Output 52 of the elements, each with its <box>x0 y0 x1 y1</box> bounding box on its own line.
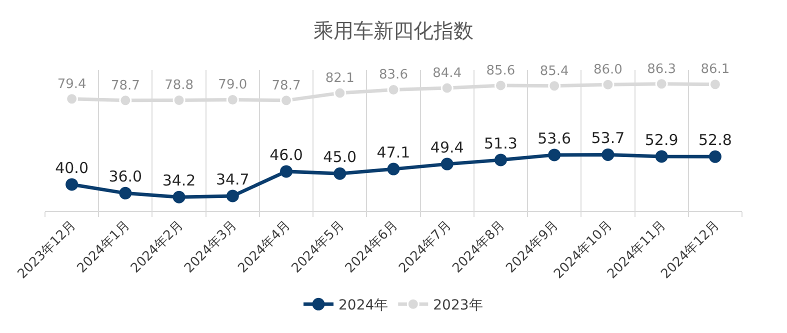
point <box>548 80 561 92</box>
data-label: 78.7 <box>110 78 140 94</box>
data-label: 52.8 <box>698 131 732 150</box>
point <box>440 82 454 94</box>
point <box>119 186 132 200</box>
point <box>708 78 722 91</box>
data-label: 86.0 <box>593 62 622 78</box>
data-label: 79.4 <box>57 76 86 92</box>
data-label: 53.7 <box>591 129 625 148</box>
data-label: 34.7 <box>216 170 250 188</box>
data-label: 85.4 <box>540 64 569 79</box>
point <box>119 94 132 107</box>
point <box>708 150 722 163</box>
data-label: 45.0 <box>323 148 357 166</box>
point <box>280 94 293 107</box>
point <box>172 190 186 204</box>
point <box>494 79 507 92</box>
data-label: 79.0 <box>218 78 248 93</box>
legend-label: 2024年 <box>338 298 388 314</box>
point <box>548 148 561 162</box>
data-label: 84.4 <box>432 66 462 81</box>
data-label: 46.0 <box>270 146 303 164</box>
point <box>440 158 454 170</box>
data-label: 47.1 <box>376 143 410 162</box>
point <box>334 167 346 180</box>
chart-title: 乘用车新四化指数 <box>314 18 474 42</box>
data-label: 82.1 <box>325 70 354 86</box>
data-label: 83.6 <box>379 68 408 83</box>
data-label: 86.1 <box>700 62 730 78</box>
data-label: 49.4 <box>430 138 464 156</box>
point <box>280 165 293 178</box>
point <box>655 150 668 163</box>
data-label: 34.2 <box>162 171 196 190</box>
data-label: 51.3 <box>484 134 518 152</box>
data-label: 85.6 <box>486 63 516 78</box>
point <box>494 154 507 166</box>
point <box>66 178 78 191</box>
data-label: 86.3 <box>647 62 676 77</box>
data-label: 53.6 <box>538 129 572 148</box>
point <box>226 190 239 202</box>
data-label: 78.7 <box>272 78 301 94</box>
point <box>334 86 346 100</box>
data-label: 36.0 <box>108 168 142 186</box>
data-label: 78.8 <box>164 78 194 94</box>
point <box>602 148 614 161</box>
point <box>66 92 78 106</box>
point <box>602 78 614 91</box>
data-label: 52.9 <box>644 130 678 149</box>
point <box>387 162 400 176</box>
data-label: 40.0 <box>55 158 89 177</box>
legend-label: 2023年 <box>433 298 483 314</box>
point <box>655 78 668 90</box>
